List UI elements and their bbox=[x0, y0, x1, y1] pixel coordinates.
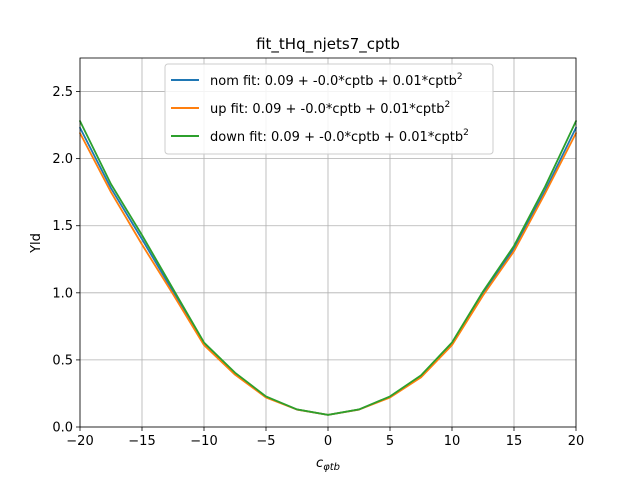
y-tick-label: 2.0 bbox=[52, 152, 73, 167]
x-tick-label: −5 bbox=[256, 434, 275, 449]
x-tick-labels: −20 −15 −10 −5 0 5 10 15 20 bbox=[66, 434, 584, 449]
legend-entry-down: down fit: 0.09 + -0.0*cptb + 0.01*cptb2 bbox=[210, 128, 469, 145]
legend-label-nom: nom fit: 0.09 + -0.0*cptb + 0.01*cptb bbox=[210, 74, 457, 89]
legend-label-up-superscript: 2 bbox=[445, 100, 451, 110]
legend-label-up: up fit: 0.09 + -0.0*cptb + 0.01*cptb bbox=[210, 102, 445, 117]
x-tick-label: −20 bbox=[66, 434, 93, 449]
x-tick-label: 5 bbox=[386, 434, 394, 449]
legend-entry-nom: nom fit: 0.09 + -0.0*cptb + 0.01*cptb2 bbox=[210, 72, 463, 89]
x-tick-label: 10 bbox=[444, 434, 461, 449]
y-tick-labels: 0.0 0.5 1.0 1.5 2.0 2.5 bbox=[52, 85, 73, 435]
x-tick-label: −10 bbox=[190, 434, 217, 449]
legend-box bbox=[164, 63, 494, 155]
series-line-down bbox=[79, 120, 577, 416]
y-tick-label: 0.0 bbox=[52, 421, 73, 436]
y-axis-title: Yld bbox=[29, 233, 44, 254]
y-tick-label: 2.5 bbox=[52, 85, 73, 100]
x-axis-title: cφtb bbox=[316, 456, 340, 473]
chart-title: fit_tHq_njets7_cptb bbox=[256, 35, 400, 54]
y-tick-label: 1.5 bbox=[52, 219, 73, 234]
legend-entry-up: up fit: 0.09 + -0.0*cptb + 0.01*cptb2 bbox=[210, 100, 450, 117]
x-axis-title-subscript: φtb bbox=[323, 462, 340, 473]
tick-marks bbox=[76, 91, 577, 431]
y-tick-label: 1.0 bbox=[52, 286, 73, 301]
legend-label-nom-superscript: 2 bbox=[457, 72, 463, 82]
x-tick-label: 20 bbox=[568, 434, 585, 449]
x-axis-title-main: c bbox=[316, 456, 323, 471]
x-tick-label: 15 bbox=[506, 434, 523, 449]
legend: nom fit: 0.09 + -0.0*cptb + 0.01*cptb2 u… bbox=[164, 63, 494, 155]
x-tick-label: −15 bbox=[128, 434, 155, 449]
series-layer bbox=[79, 120, 577, 416]
y-tick-label: 0.5 bbox=[52, 353, 73, 368]
x-tick-label: 0 bbox=[324, 434, 332, 449]
legend-label-down: down fit: 0.09 + -0.0*cptb + 0.01*cptb bbox=[210, 130, 463, 145]
legend-label-down-superscript: 2 bbox=[463, 128, 469, 138]
